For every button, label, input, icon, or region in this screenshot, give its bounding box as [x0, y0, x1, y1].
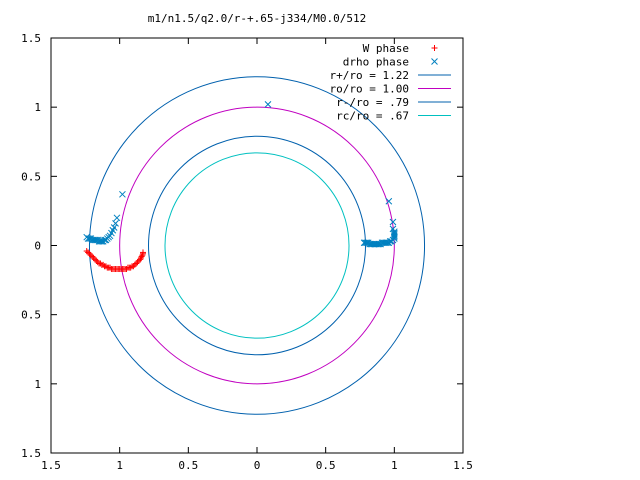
x-tick-label: 0.5: [178, 459, 198, 472]
w-phase-point: [90, 254, 97, 261]
drho-phase-point: [374, 240, 382, 248]
x-tick-label: 1: [116, 459, 123, 472]
drho-phase-point: [110, 224, 118, 231]
circle-line: [148, 135, 366, 356]
y-tick-label: 0.5: [21, 170, 41, 183]
marker-stroke: [91, 236, 99, 244]
x-tick-label: 0: [254, 459, 261, 472]
w-phase-point: [134, 259, 141, 266]
w-phase-point: [131, 261, 138, 268]
marker-stroke: [92, 236, 100, 244]
legend-marker: [431, 58, 438, 65]
marker-stroke: [363, 239, 371, 247]
marker-stroke: [110, 224, 118, 231]
y-tick-label: 0.5: [21, 309, 41, 322]
legend-label: rc/ro = .67: [336, 110, 409, 123]
drho-phase-point: [390, 231, 398, 238]
marker-stroke: [382, 239, 390, 247]
legend-label: W phase: [363, 42, 409, 55]
marker-stroke: [86, 235, 93, 242]
y-tick-label: 1: [34, 101, 41, 114]
drho-phase-point: [97, 237, 104, 245]
marker-stroke: [374, 240, 382, 248]
y-tick-label: 1.5: [21, 447, 41, 460]
y-tick-label: 1.5: [21, 32, 41, 45]
marker-stroke: [119, 190, 126, 198]
marker-stroke: [362, 239, 369, 247]
circle-line: [164, 152, 350, 339]
drho-phase-point: [385, 197, 393, 205]
marker-stroke: [112, 220, 119, 227]
w-phase-point: [100, 261, 107, 268]
x-tick-label: 1.5: [453, 459, 473, 472]
legend-label: r-/ro = .79: [336, 96, 409, 109]
w-phase-point: [140, 249, 147, 256]
w-phase-point: [123, 266, 130, 273]
drho-phase-point: [119, 190, 126, 198]
marker-stroke: [390, 231, 398, 238]
drho-phase-point: [389, 218, 397, 226]
marker-stroke: [389, 225, 397, 233]
w-phase-point: [133, 260, 140, 267]
y-tick-label: 0: [34, 240, 41, 253]
drho-phase-point: [390, 229, 398, 237]
x-tick-label: 1.5: [41, 459, 61, 472]
axis-ticks: 1.5 1 0.5 0 0.5 1 1.51.510.500.511.5: [21, 32, 473, 472]
w-phase-point: [137, 256, 144, 263]
legend-label: drho phase: [343, 56, 409, 69]
marker-stroke: [390, 228, 398, 236]
w-phase-point: [130, 263, 137, 270]
drho-phase-point: [112, 220, 119, 227]
w-phase-point: [127, 264, 134, 271]
drho-phase-point: [264, 101, 272, 108]
x-tick-label: 0.5: [316, 459, 336, 472]
drho-phase-point: [382, 239, 390, 247]
chart-title: m1/n1.5/q2.0/r-+.65-j334/M0.0/512: [148, 12, 367, 25]
marker-stroke: [264, 101, 272, 108]
marker-stroke: [389, 218, 397, 226]
legend-label: ro/ro = 1.00: [330, 83, 409, 96]
w-phase-point: [86, 250, 93, 257]
w-phase-point: [87, 252, 94, 259]
drho-phase-point: [91, 236, 99, 244]
w-phase-point: [93, 257, 100, 264]
w-phase-point: [139, 252, 146, 259]
marker-stroke: [390, 229, 398, 237]
w-phase-point: [85, 249, 92, 256]
drho-phase-point: [362, 239, 369, 247]
marker-stroke: [113, 214, 121, 222]
w-phase-point: [91, 256, 98, 263]
w-phase-point: [97, 260, 104, 267]
w-phase-point: [89, 253, 96, 260]
legend-label: r+/ro = 1.22: [330, 69, 409, 82]
drho-phase-point: [113, 214, 121, 222]
w-phase-point: [94, 259, 101, 266]
y-tick-label: 1: [34, 378, 41, 391]
data-series: [83, 101, 398, 273]
circle-line: [88, 76, 426, 415]
drho-phase-point: [389, 225, 397, 233]
marker-stroke: [97, 237, 104, 245]
marker-stroke: [84, 235, 92, 242]
marker-stroke: [385, 197, 393, 205]
w-phase-point: [83, 248, 90, 255]
w-phase-point: [138, 253, 145, 260]
circle-line: [119, 106, 395, 385]
w-phase-point: [107, 264, 114, 271]
x-tick-label: 1: [391, 459, 398, 472]
drho-phase-point: [84, 235, 92, 242]
w-phase-point: [102, 263, 109, 270]
w-phase-point: [137, 254, 144, 261]
